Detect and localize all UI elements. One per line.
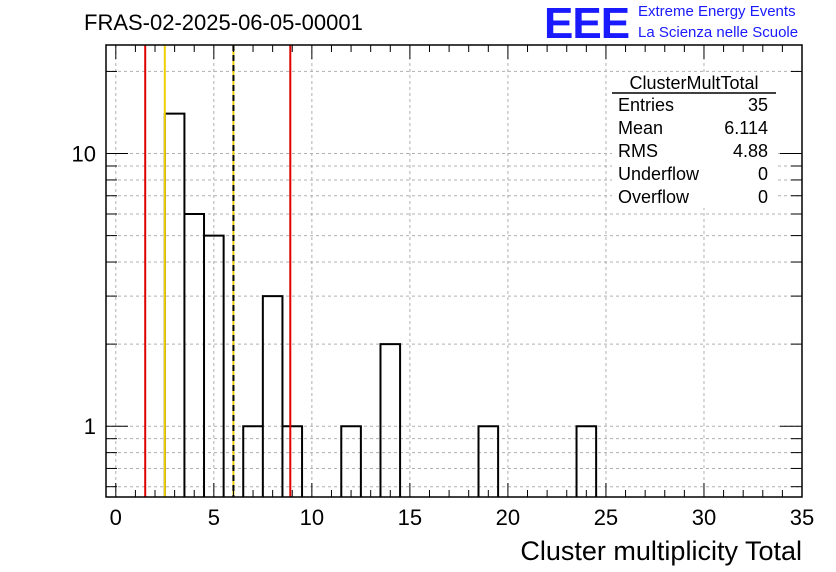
histogram-bin: [282, 426, 302, 497]
histogram-bin: [263, 296, 283, 497]
stats-row-label: Overflow: [618, 187, 690, 207]
x-tick-label: 25: [594, 505, 618, 530]
y-tick-label: 10: [72, 142, 96, 167]
plot-frame: [105, 44, 803, 498]
x-tick-label: 35: [790, 505, 814, 530]
x-tick-label: 15: [398, 505, 422, 530]
histogram-bin: [243, 426, 263, 497]
x-tick-label: 20: [496, 505, 520, 530]
stats-row-value: 35: [748, 95, 768, 115]
x-tick-label: 30: [692, 505, 716, 530]
stats-row-label: RMS: [618, 141, 658, 161]
histogram-bin: [380, 344, 400, 497]
x-tick-label: 10: [300, 505, 324, 530]
logo-line-1: Extreme Energy Events: [638, 3, 796, 20]
eee-logo: EEE: [544, 0, 630, 48]
histogram-outline: [163, 112, 598, 497]
histogram-bin: [577, 426, 597, 497]
x-axis-label: Cluster multiplicity Total: [520, 536, 802, 566]
histogram-bin: [479, 426, 499, 497]
stats-row-label: Underflow: [618, 164, 700, 184]
stats-row-value: 6.114: [724, 118, 768, 138]
y-tick-label: 1: [84, 414, 96, 439]
stats-row-value: 0: [758, 187, 768, 207]
x-tick-label: 5: [208, 505, 220, 530]
stats-row-value: 0: [758, 164, 768, 184]
header-title: FRAS-02-2025-06-05-00001: [84, 10, 363, 35]
stats-row-value: 4.88: [733, 141, 768, 161]
logo-line-2: La Scienza nelle Scuole: [638, 24, 799, 41]
stats-row-label: Entries: [618, 95, 674, 115]
histogram-bin: [184, 214, 204, 497]
histogram-bin: [341, 426, 361, 497]
histogram-bin: [204, 236, 224, 497]
x-tick-label: 0: [110, 505, 122, 530]
histogram-bin: [165, 114, 185, 497]
stats-box-title: ClusterMultTotal: [629, 73, 758, 93]
stats-row-label: Mean: [618, 118, 663, 138]
stats-box: [612, 72, 776, 208]
